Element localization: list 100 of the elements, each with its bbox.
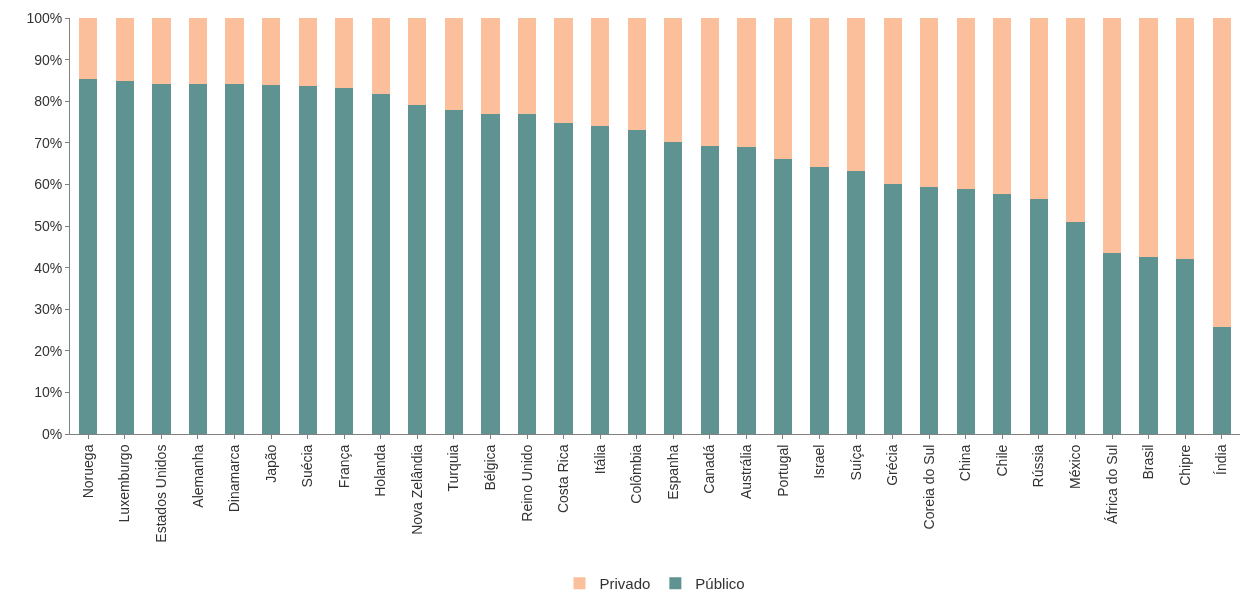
x-tick-label: Bélgica bbox=[482, 444, 499, 491]
bar bbox=[993, 193, 1012, 434]
bar bbox=[261, 84, 281, 434]
bar bbox=[335, 87, 354, 434]
x-tick-label: Holanda bbox=[372, 444, 389, 497]
x-tick-label: México bbox=[1067, 444, 1084, 489]
bar bbox=[1102, 253, 1122, 434]
x-tick-label: Dinamarca bbox=[226, 444, 243, 513]
bar bbox=[700, 18, 719, 147]
bar bbox=[554, 122, 573, 434]
bar bbox=[920, 18, 939, 188]
x-tick-label: Chipre bbox=[1176, 444, 1193, 486]
x-tick-label: Suíça bbox=[847, 444, 864, 481]
bar bbox=[1176, 18, 1195, 259]
bar bbox=[1029, 18, 1049, 199]
bar bbox=[810, 18, 829, 167]
x-tick-label: Costa Rica bbox=[555, 444, 572, 514]
bar bbox=[664, 142, 683, 434]
x-tick-label: Suécia bbox=[299, 444, 316, 488]
x-tick-label: África do Sul bbox=[1103, 444, 1120, 524]
bar bbox=[188, 18, 208, 85]
bar bbox=[846, 18, 866, 171]
x-tick-label: Japão bbox=[262, 444, 279, 483]
bar bbox=[298, 18, 317, 87]
bar bbox=[481, 18, 500, 115]
bar bbox=[591, 125, 610, 434]
bar bbox=[1139, 257, 1158, 434]
bar bbox=[517, 114, 537, 434]
bar bbox=[883, 184, 902, 434]
x-tick-label: Turquia bbox=[445, 444, 462, 492]
y-tick-label: 40% bbox=[34, 259, 63, 276]
bar bbox=[152, 18, 171, 85]
bar bbox=[956, 188, 975, 434]
legend-label: Privado bbox=[599, 575, 651, 593]
bar bbox=[846, 170, 866, 434]
bar bbox=[627, 129, 646, 434]
bar bbox=[1102, 18, 1122, 254]
x-tick-label: Brasil bbox=[1140, 444, 1157, 480]
bar bbox=[1176, 258, 1195, 434]
bar bbox=[188, 84, 208, 434]
bar bbox=[408, 105, 427, 434]
bar bbox=[810, 166, 829, 434]
x-tick-label: Espanha bbox=[664, 444, 681, 500]
bar bbox=[1212, 18, 1231, 328]
bar bbox=[335, 18, 354, 88]
bar bbox=[517, 18, 537, 115]
y-tick-label: 10% bbox=[34, 384, 63, 401]
legend-label: Público bbox=[695, 575, 745, 593]
bar bbox=[115, 18, 134, 82]
x-tick-label: Israel bbox=[811, 444, 828, 479]
x-tick-label: Reino Unido bbox=[518, 444, 535, 522]
x-tick-label: China bbox=[957, 444, 974, 482]
y-tick-label: 50% bbox=[34, 217, 63, 234]
x-tick-label: Rússia bbox=[1030, 444, 1047, 488]
bar bbox=[1139, 18, 1158, 258]
bar bbox=[956, 18, 975, 189]
x-tick-label: Portugal bbox=[774, 444, 791, 497]
bar bbox=[1029, 198, 1049, 434]
y-tick-label: 0% bbox=[41, 425, 63, 442]
x-tick-label: Chile bbox=[993, 444, 1010, 477]
x-tick-label: Coreia do Sul bbox=[920, 444, 937, 530]
bar bbox=[371, 18, 390, 94]
y-tick-label: 70% bbox=[34, 134, 63, 151]
bar bbox=[444, 110, 464, 434]
x-tick-label: Itália bbox=[591, 444, 608, 475]
bar bbox=[664, 18, 683, 143]
x-tick-label: Estados Unidos bbox=[152, 444, 169, 543]
y-tick-label: 60% bbox=[34, 176, 63, 193]
bar bbox=[920, 187, 939, 434]
bar bbox=[115, 81, 134, 434]
bar bbox=[1066, 222, 1085, 434]
bar bbox=[298, 86, 317, 434]
bar bbox=[79, 79, 98, 434]
bar bbox=[225, 84, 244, 434]
bar bbox=[591, 18, 610, 126]
bar bbox=[554, 18, 573, 123]
bar bbox=[444, 18, 464, 111]
bar bbox=[737, 147, 756, 434]
bar bbox=[627, 18, 646, 130]
bar bbox=[737, 18, 756, 148]
x-tick-label: Colômbia bbox=[628, 444, 645, 504]
bar bbox=[261, 18, 281, 85]
y-tick-label: 90% bbox=[34, 51, 63, 68]
x-tick-label: Grécia bbox=[884, 444, 901, 486]
x-tick-label: Austrália bbox=[737, 444, 754, 500]
bar bbox=[773, 159, 793, 434]
x-tick-label: Índia bbox=[1213, 444, 1230, 475]
y-tick-label: 20% bbox=[34, 342, 63, 359]
x-tick-label: França bbox=[335, 444, 352, 489]
y-tick-label: 30% bbox=[34, 301, 63, 318]
bar bbox=[883, 18, 902, 185]
x-tick-label: Noruega bbox=[79, 444, 96, 499]
bar bbox=[152, 84, 171, 434]
bar bbox=[1066, 18, 1085, 223]
y-tick-label: 80% bbox=[34, 93, 63, 110]
bar bbox=[773, 18, 793, 160]
x-tick-label: Nova Zelândia bbox=[408, 444, 425, 535]
bar bbox=[79, 18, 98, 80]
bar bbox=[993, 18, 1012, 194]
x-tick-label: Canadá bbox=[701, 444, 718, 494]
